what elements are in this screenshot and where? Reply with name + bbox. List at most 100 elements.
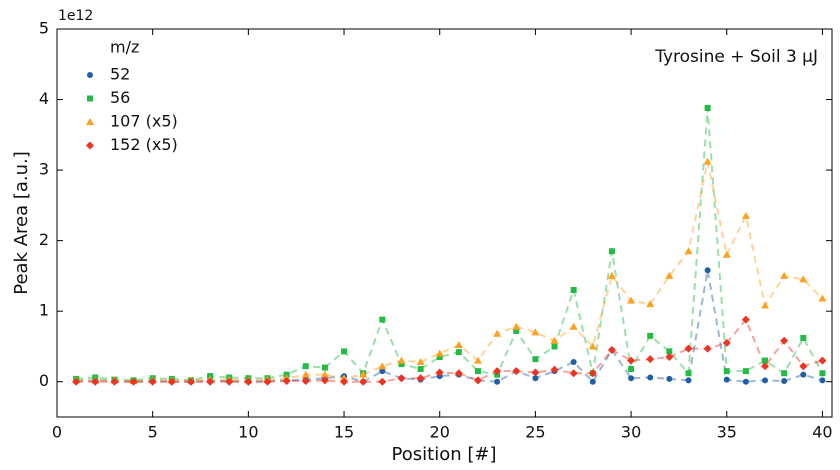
point — [320, 370, 329, 378]
point — [685, 370, 692, 377]
point — [646, 300, 655, 308]
x-tick-label: 0 — [52, 423, 62, 442]
series-line — [76, 317, 823, 383]
point — [301, 370, 310, 378]
point — [722, 338, 731, 347]
offset-label: 1e12 — [58, 8, 93, 24]
legend-title: m/z — [110, 38, 139, 57]
point — [321, 364, 328, 371]
point — [607, 345, 616, 354]
point — [762, 377, 769, 384]
point — [646, 355, 655, 364]
point — [818, 356, 827, 365]
point — [340, 377, 349, 386]
point — [741, 211, 750, 219]
y-tick-label: 1 — [39, 301, 49, 320]
point — [474, 368, 481, 375]
point — [455, 349, 462, 356]
point — [282, 377, 291, 386]
point — [819, 370, 826, 377]
point — [473, 356, 482, 364]
point — [301, 377, 310, 386]
point — [570, 287, 577, 294]
series-line — [76, 270, 823, 384]
point — [628, 366, 635, 373]
legend-label: 52 — [110, 65, 130, 84]
point — [647, 332, 654, 339]
point — [341, 348, 348, 355]
point — [397, 356, 406, 364]
point — [340, 374, 349, 382]
point — [186, 377, 195, 386]
point — [647, 374, 654, 381]
x-tick-label: 25 — [525, 423, 545, 442]
point — [359, 377, 368, 386]
point — [493, 367, 502, 376]
point — [569, 322, 578, 330]
point — [761, 301, 770, 309]
y-tick-label: 4 — [39, 89, 49, 108]
legend-marker — [87, 95, 93, 102]
point — [570, 358, 577, 365]
point — [206, 377, 215, 386]
series-line — [76, 107, 824, 382]
point — [703, 344, 712, 353]
x-tick-label: 5 — [148, 423, 158, 442]
point — [780, 271, 789, 279]
point — [666, 348, 673, 355]
legend-label: 107 (x5) — [110, 112, 178, 131]
x-axis-title: Position [#] — [392, 444, 497, 465]
annotation: Tyrosine + Soil 3 µJ — [654, 47, 818, 67]
point — [703, 157, 712, 165]
point — [588, 369, 597, 378]
point — [800, 334, 807, 341]
point — [436, 354, 443, 361]
point — [781, 378, 788, 385]
point — [741, 315, 750, 324]
point — [378, 377, 387, 386]
point — [129, 377, 138, 386]
point — [417, 366, 424, 373]
point — [550, 336, 559, 344]
point — [167, 377, 176, 386]
y-tick-label: 5 — [39, 19, 49, 38]
legend-label: 152 (x5) — [110, 135, 178, 154]
point — [704, 105, 711, 112]
point — [666, 375, 673, 382]
point — [532, 356, 539, 363]
point — [531, 328, 540, 336]
x-tick-label: 20 — [430, 423, 450, 442]
point — [723, 376, 730, 383]
point — [72, 377, 81, 386]
point — [378, 362, 387, 370]
point — [800, 371, 807, 378]
point — [435, 349, 444, 357]
point — [532, 375, 539, 382]
plot-frame — [56, 28, 833, 418]
point — [799, 362, 808, 371]
point — [550, 365, 559, 374]
point — [473, 376, 482, 385]
point — [359, 370, 368, 378]
point — [148, 377, 157, 386]
point — [722, 250, 731, 258]
point — [628, 375, 635, 382]
point — [513, 327, 520, 334]
point — [627, 356, 636, 365]
legend-marker — [87, 72, 93, 78]
y-axis-title: Peak Area [a.u.] — [11, 151, 32, 295]
point — [225, 377, 234, 386]
point — [379, 316, 386, 323]
point — [761, 362, 770, 371]
point — [684, 344, 693, 353]
point — [416, 357, 425, 365]
point — [512, 367, 521, 376]
x-tick-label: 35 — [717, 423, 737, 442]
point — [607, 271, 616, 279]
point — [704, 267, 711, 274]
x-tick-label: 10 — [238, 423, 258, 442]
point — [762, 357, 769, 364]
point — [110, 377, 119, 386]
point — [435, 368, 444, 377]
